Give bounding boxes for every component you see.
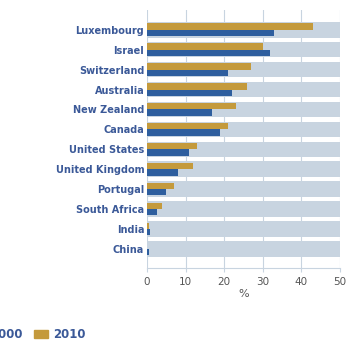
Bar (147, 221, 340, 237)
Legend: 2000, 2010: 2000, 2010 (0, 323, 90, 344)
Bar (147, 241, 340, 257)
Bar (147, 63, 251, 69)
Bar (147, 161, 340, 177)
Bar (147, 201, 340, 217)
Bar (147, 83, 247, 89)
Bar (147, 169, 178, 175)
Bar (147, 129, 220, 136)
Bar (147, 189, 166, 195)
Bar (147, 102, 340, 117)
Bar (147, 42, 340, 57)
Bar (147, 223, 148, 229)
Bar (147, 82, 340, 97)
Bar (147, 62, 340, 77)
Bar (147, 109, 212, 116)
Bar (147, 89, 232, 96)
Bar (147, 141, 340, 157)
Bar (147, 121, 340, 137)
Bar (147, 183, 174, 189)
Bar (147, 203, 162, 209)
Bar (147, 163, 193, 169)
Bar (147, 103, 236, 109)
Bar (147, 43, 262, 50)
Bar (147, 181, 340, 197)
Bar (147, 249, 149, 255)
Bar (147, 30, 274, 36)
Bar (147, 50, 270, 56)
X-axis label: %: % (238, 289, 248, 299)
Bar (147, 149, 189, 155)
Bar (147, 123, 228, 129)
Bar (147, 69, 228, 76)
Bar (147, 209, 157, 215)
Bar (147, 229, 150, 235)
Bar (147, 143, 197, 149)
Bar (147, 22, 340, 37)
Bar (147, 23, 313, 30)
